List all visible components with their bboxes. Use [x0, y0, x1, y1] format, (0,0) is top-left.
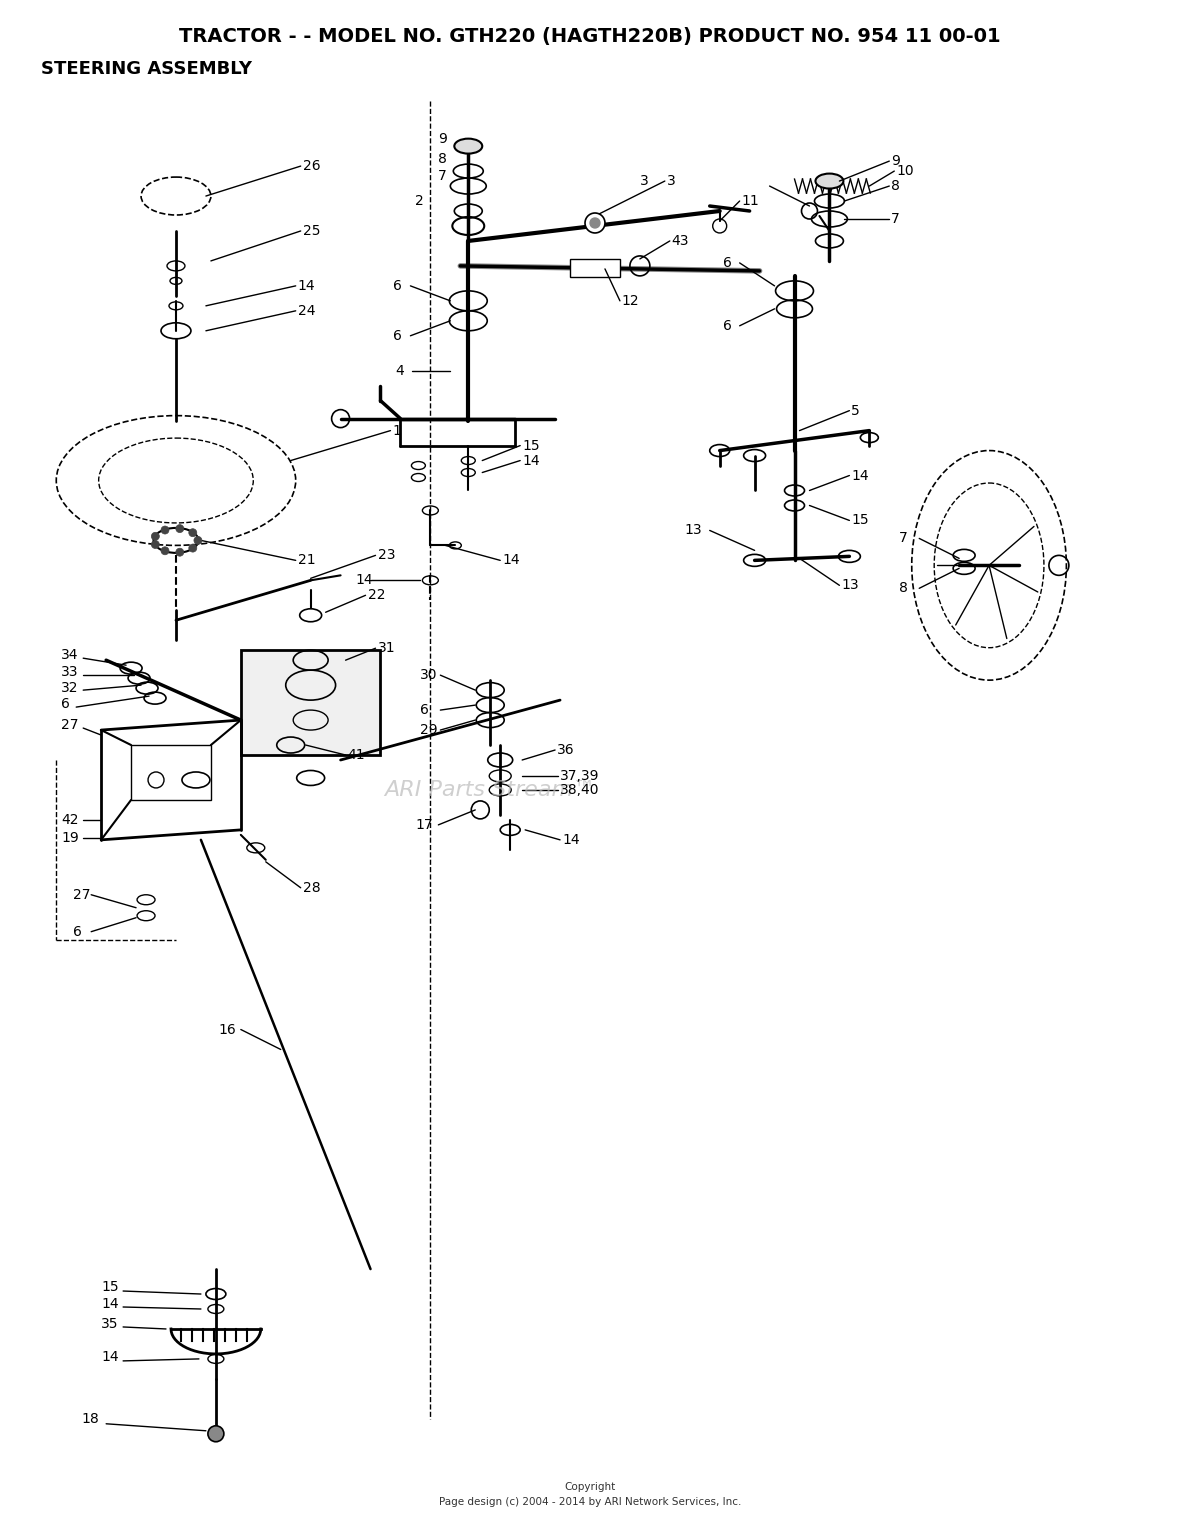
Text: 33: 33	[61, 665, 79, 680]
Text: 7: 7	[438, 169, 447, 183]
Text: STEERING ASSEMBLY: STEERING ASSEMBLY	[41, 61, 253, 78]
Text: 15: 15	[852, 514, 868, 528]
Text: 5: 5	[852, 403, 860, 418]
Text: 4: 4	[395, 364, 405, 377]
Text: 31: 31	[378, 642, 395, 656]
Text: ARI Parts Stream™: ARI Parts Stream™	[385, 780, 596, 800]
Text: 14: 14	[297, 278, 315, 294]
Text: 32: 32	[61, 681, 79, 695]
Text: 3: 3	[640, 173, 649, 189]
Text: 14: 14	[355, 573, 373, 587]
Text: 42: 42	[61, 812, 79, 827]
Text: 28: 28	[303, 881, 320, 894]
Text: 23: 23	[378, 549, 395, 563]
Text: 22: 22	[367, 589, 385, 602]
Text: 14: 14	[503, 554, 520, 567]
Ellipse shape	[189, 529, 197, 537]
Text: 14: 14	[523, 453, 539, 467]
Text: 19: 19	[61, 830, 79, 844]
Text: 21: 21	[297, 554, 315, 567]
Text: 9: 9	[891, 154, 900, 169]
Bar	[131, 745, 211, 800]
Ellipse shape	[160, 546, 169, 555]
Ellipse shape	[454, 138, 483, 154]
Text: 35: 35	[101, 1317, 119, 1331]
Ellipse shape	[189, 545, 197, 552]
Text: 16: 16	[218, 1022, 237, 1036]
Text: 14: 14	[852, 468, 868, 482]
Text: 27: 27	[73, 888, 91, 902]
Text: 6: 6	[722, 256, 732, 269]
Text: 2: 2	[415, 195, 424, 208]
Ellipse shape	[590, 218, 599, 228]
Text: 14: 14	[562, 834, 579, 847]
Text: TRACTOR - - MODEL NO. GTH220 (HAGTH220B) PRODUCT NO. 954 11 00-01: TRACTOR - - MODEL NO. GTH220 (HAGTH220B)…	[179, 27, 1001, 46]
Text: 6: 6	[73, 925, 83, 938]
Text: 13: 13	[684, 523, 702, 537]
Bar	[570, 259, 620, 277]
Text: 6: 6	[393, 278, 402, 294]
Text: 14: 14	[101, 1351, 119, 1364]
Text: Page design (c) 2004 - 2014 by ARI Network Services, Inc.: Page design (c) 2004 - 2014 by ARI Netwo…	[439, 1497, 741, 1507]
Text: 25: 25	[303, 224, 320, 237]
Text: 34: 34	[61, 648, 79, 662]
Text: 18: 18	[81, 1411, 99, 1425]
Text: 7: 7	[891, 211, 900, 227]
Ellipse shape	[148, 773, 164, 788]
Ellipse shape	[176, 548, 184, 557]
Text: 6: 6	[61, 697, 70, 712]
Text: 15: 15	[523, 438, 539, 453]
Text: 36: 36	[557, 744, 575, 757]
Text: 8: 8	[899, 581, 909, 595]
Ellipse shape	[815, 173, 844, 189]
Bar	[241, 649, 380, 754]
Text: 12: 12	[622, 294, 640, 307]
Text: 27: 27	[61, 718, 79, 732]
Ellipse shape	[151, 532, 159, 540]
Text: 24: 24	[297, 304, 315, 318]
Text: 43: 43	[671, 234, 689, 248]
Text: 9: 9	[438, 132, 447, 146]
Text: 15: 15	[101, 1281, 119, 1294]
Ellipse shape	[585, 213, 605, 233]
Text: 29: 29	[420, 722, 438, 738]
Text: 1: 1	[393, 424, 401, 438]
Text: 8: 8	[891, 179, 900, 193]
Text: 37,39: 37,39	[560, 770, 599, 783]
Ellipse shape	[176, 525, 184, 532]
Text: 38,40: 38,40	[560, 783, 599, 797]
Ellipse shape	[194, 537, 202, 545]
Text: 8: 8	[438, 152, 447, 166]
Text: 11: 11	[742, 195, 760, 208]
Ellipse shape	[208, 1425, 224, 1442]
Text: 14: 14	[101, 1297, 119, 1311]
Text: 41: 41	[348, 748, 365, 762]
Ellipse shape	[151, 540, 159, 549]
Text: 26: 26	[303, 160, 320, 173]
Text: 6: 6	[393, 329, 402, 342]
Text: 13: 13	[841, 578, 859, 592]
Text: 6: 6	[722, 319, 732, 333]
Ellipse shape	[160, 526, 169, 534]
Text: Copyright: Copyright	[564, 1481, 616, 1492]
Text: 6: 6	[420, 703, 430, 716]
Text: 3: 3	[667, 173, 676, 189]
Text: 10: 10	[897, 164, 913, 178]
Text: 30: 30	[420, 668, 438, 681]
Text: 7: 7	[899, 531, 909, 546]
Text: 17: 17	[415, 818, 433, 832]
